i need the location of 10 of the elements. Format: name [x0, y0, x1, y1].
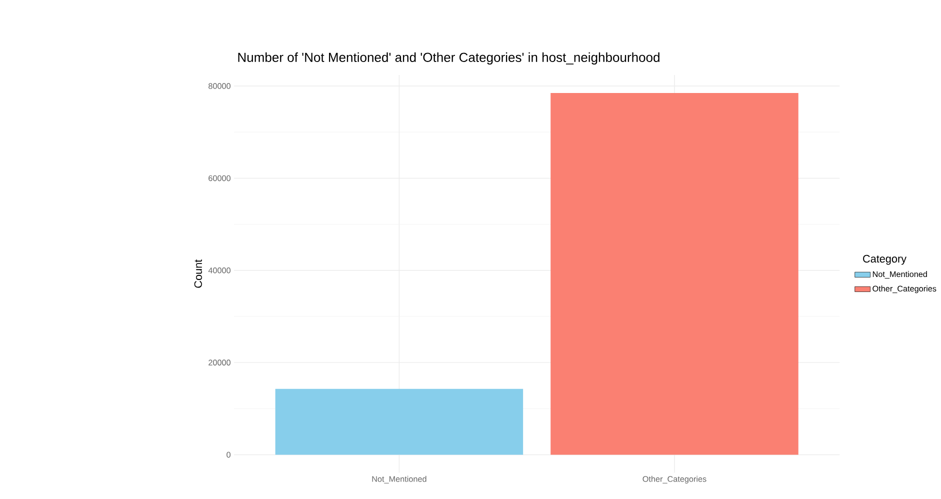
y-axis-title: Count	[194, 259, 202, 288]
legend-title: Category	[863, 254, 906, 265]
y-tick-label: 20000	[208, 360, 230, 366]
legend-label: Other_Categories	[872, 286, 936, 294]
y-tick-label: 0	[226, 452, 230, 458]
y-tick-label: 40000	[208, 268, 230, 274]
chart-title: Number of 'Not Mentioned' and 'Other Categories' in host_neighbourhood	[238, 52, 660, 65]
legend-label: Not_Mentioned	[872, 271, 927, 279]
y-tick-label: 60000	[208, 175, 230, 182]
y-tick-label: 80000	[208, 83, 230, 89]
